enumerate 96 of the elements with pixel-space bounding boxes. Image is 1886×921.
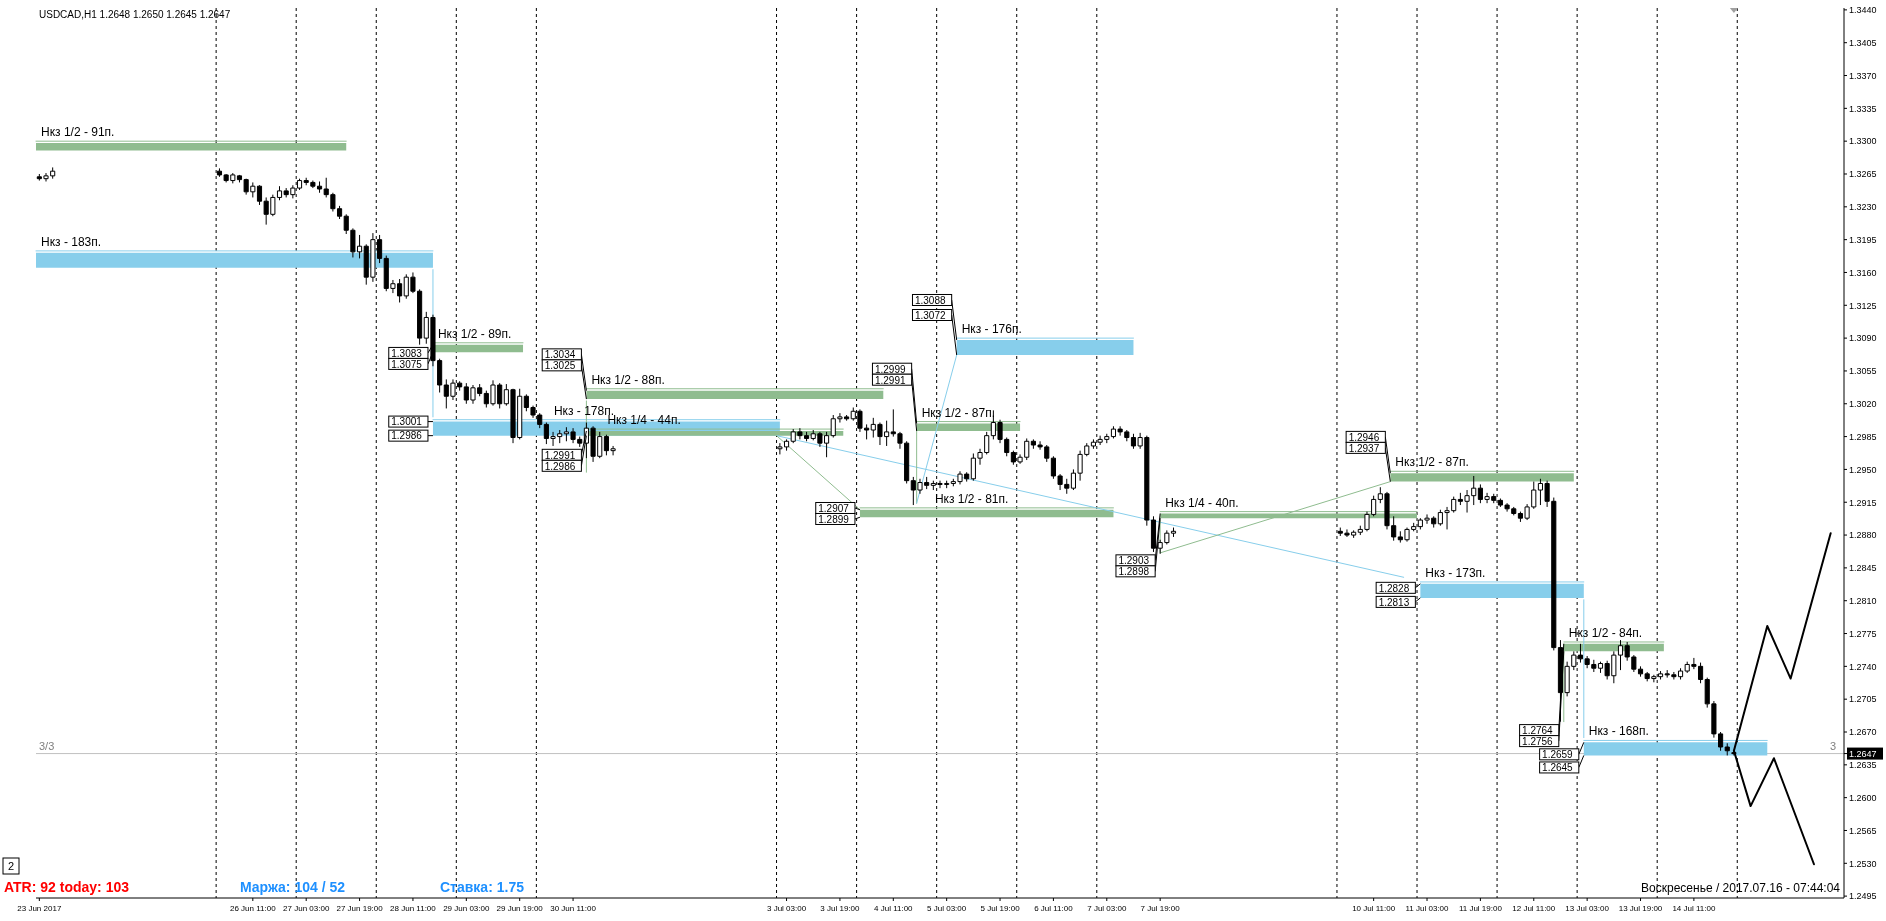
x-tick-label: 4 Jul 11:00 (874, 904, 914, 913)
y-tick-label: 1.2950 (1849, 464, 1877, 475)
y-tick-label: 1.2530 (1849, 858, 1877, 869)
y-tick-label: 1.2495 (1849, 891, 1877, 902)
annotation: 1.2659 (1542, 749, 1574, 761)
series-label: Нкз - 183п. (41, 234, 102, 249)
y-tick-label: 1.3300 (1849, 136, 1877, 147)
y-tick-label: 1.3370 (1849, 70, 1877, 81)
x-tick-label: 29 Jun 19:00 (496, 904, 544, 913)
y-tick-label: 1.2915 (1849, 497, 1877, 508)
x-tick-label: 10 Jul 11:00 (1352, 904, 1396, 913)
series-label: Нкз 1/4 - 44п. (607, 413, 681, 428)
x-tick-label: 27 Jun 19:00 (336, 904, 384, 913)
y-tick-label: 1.2775 (1849, 628, 1877, 639)
y-tick-label: 1.3125 (1849, 300, 1877, 311)
x-tick-label: 30 Jun 11:00 (550, 904, 597, 913)
x-tick-label: 13 Jul 19:00 (1618, 904, 1663, 913)
annotation: 1.3075 (391, 358, 423, 370)
y-tick-label: 1.2880 (1849, 530, 1877, 541)
series-label: Нкз 1/2 - 87п. (1395, 455, 1469, 470)
series-label: Нкз - 173п. (1425, 565, 1486, 580)
y-tick-label: 1.3090 (1849, 333, 1877, 344)
x-tick-label: 7 Jul 19:00 (1140, 904, 1181, 913)
x-tick-label: 6 Jul 11:00 (1034, 904, 1074, 913)
chart-title: USDCAD,H1 1.2648 1.2650 1.2645 1.2647 (39, 9, 231, 20)
y-tick-label: 1.2740 (1849, 661, 1877, 672)
y-tick-label: 1.2985 (1849, 431, 1877, 442)
x-tick-label: 28 Jun 11:00 (390, 904, 437, 913)
y-tick-label: 1.3405 (1849, 38, 1877, 48)
x-tick-label: 3 Jul 19:00 (820, 904, 861, 913)
y-tick-label: 1.3020 (1849, 399, 1877, 410)
y-tick-label: 1.2810 (1849, 596, 1877, 607)
x-tick-label: 7 Jul 03:00 (1087, 904, 1127, 913)
annotation: 1.2764 (1522, 724, 1554, 736)
annotation: 1.2986 (544, 460, 576, 472)
annotation: 1.2907 (818, 502, 850, 514)
annotation: 1.2946 (1348, 431, 1380, 443)
x-tick-label: 29 Jun 03:00 (443, 904, 490, 913)
series-label: Нкз 1/4 - 40п. (1165, 495, 1239, 510)
x-tick-label: 26 Jun 11:00 (229, 904, 277, 913)
annotation: 1.2991 (874, 374, 906, 386)
annotation: 1.3088 (914, 294, 946, 306)
x-tick-label: 23 Jun 2017 (17, 904, 62, 913)
y-tick-label: 1.3195 (1849, 234, 1877, 245)
annotation: Маржа: 104 / 52 (240, 879, 346, 895)
annotation: 1.3001 (391, 416, 423, 428)
series-label: Нкз - 168п. (1588, 724, 1649, 739)
y-tick-label: 1.3265 (1849, 169, 1877, 180)
y-tick-label: 1.3440 (1849, 5, 1877, 16)
annotation: 1.2986 (391, 430, 423, 442)
series-label: Нкз - 176п. (961, 322, 1022, 337)
annotation: 1.3072 (914, 309, 946, 321)
y-tick-label: 1.3335 (1849, 103, 1877, 114)
x-tick-label: 3 Jul 03:00 (766, 904, 807, 913)
x-tick-label: 11 Jul 19:00 (1458, 904, 1503, 913)
annotation: 1.2999 (874, 363, 906, 375)
y-tick-label: 1.2600 (1849, 792, 1877, 803)
x-tick-label: 11 Jul 03:00 (1405, 904, 1450, 913)
y-tick-label: 1.2635 (1849, 760, 1877, 771)
y-tick-label: 1.2670 (1849, 727, 1877, 738)
x-tick-label: 5 Jul 03:00 (927, 904, 967, 913)
annotation: 1.3083 (391, 347, 423, 359)
annotation: 1.2756 (1522, 735, 1554, 747)
series-label: Нкз 1/2 - 81п. (934, 491, 1009, 506)
y-tick-label: 1.3055 (1849, 366, 1877, 377)
series-label: Нкз 1/2 - 91п. (41, 125, 115, 140)
series-label: Нкз 1/2 - 89п. (437, 326, 512, 341)
annotation: 1.2903 (1118, 555, 1150, 567)
annotation: 1.2828 (1378, 582, 1410, 594)
annotation: 1.2645 (1542, 762, 1574, 774)
y-tick-label: 1.2565 (1849, 825, 1877, 836)
annotation: 1.2937 (1348, 442, 1380, 454)
annotation: 1.3034 (544, 349, 576, 361)
annotation: Воскресенье / 2017.07.16 - 07:44:04 (1641, 881, 1841, 895)
series-label: Нкз 1/2 - 84п. (1568, 625, 1643, 640)
x-tick-label: 27 Jun 03:00 (283, 904, 330, 913)
y-tick-label: 1.2845 (1849, 563, 1877, 574)
y-tick-label: 1.3160 (1849, 267, 1877, 278)
series-label: Нкз 1/2 - 88п. (591, 372, 665, 387)
annotation: 1.2899 (818, 513, 850, 525)
text: 2 (7, 860, 15, 872)
annotation: 1.2898 (1118, 566, 1150, 578)
annotation: 1.3025 (544, 360, 576, 372)
y-tick-label: 1.2705 (1849, 694, 1877, 705)
annotation: 3/3 (39, 739, 55, 752)
x-tick-label: 5 Jul 19:00 (980, 904, 1021, 913)
annotation: Ставка: 1.75 (440, 879, 525, 895)
annotation: 3 (1829, 739, 1836, 752)
annotation: ATR: 92 today: 103 (4, 879, 130, 895)
x-tick-label: 14 Jul 11:00 (1672, 904, 1716, 913)
y-tick-label: 1.3230 (1849, 202, 1877, 213)
y-tick-label: 1.2647 (1849, 748, 1877, 759)
x-tick-label: 13 Jul 03:00 (1565, 904, 1610, 913)
annotation: 1.2991 (544, 449, 576, 461)
annotation: 1.2813 (1378, 596, 1410, 608)
x-tick-label: 12 Jul 11:00 (1512, 904, 1556, 913)
